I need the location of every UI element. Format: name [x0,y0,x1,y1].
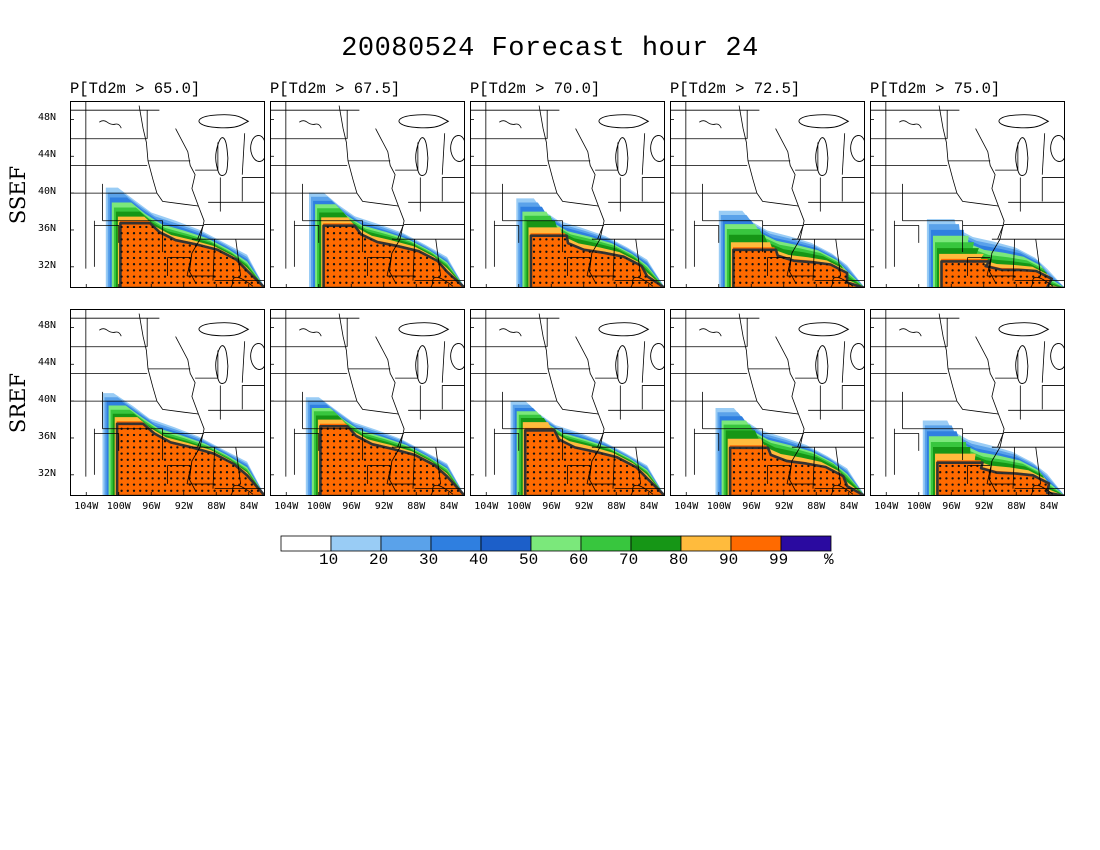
lon-label: 88W [607,501,626,512]
colorbar-swatch [630,535,682,552]
lon-label: 92W [574,501,593,512]
colorbar-swatch [330,535,382,552]
lat-label: 48N [38,320,57,332]
lon-label: 84W [439,501,458,512]
panel-title: P[Td2m > 65.0] [70,80,201,98]
lat-label: 36N [38,222,57,234]
lon-label: 84W [239,501,258,512]
lon-label: 92W [374,501,393,512]
figure-title: 20080524 Forecast hour 24 [341,34,759,64]
lon-label: 104W [474,501,499,512]
lon-label: 96W [142,501,161,512]
probability-map [470,309,668,501]
lat-label: 32N [38,259,57,271]
colorbar-label: 70 [619,551,639,569]
map-panel-sref-65.0 [70,309,268,501]
lon-label: 104W [274,501,299,512]
panel-title: P[Td2m > 67.5] [270,80,401,98]
probability-map [670,309,868,501]
lon-label: 84W [639,501,658,512]
lat-label: 44N [38,357,57,369]
lon-label: 88W [807,501,826,512]
map-panel-ssef-70.0 [470,101,668,293]
lon-label: 88W [207,501,226,512]
colorbar-swatch [380,535,432,552]
map-panel-sref-75.0 [870,309,1068,501]
colorbar-label: 60 [569,551,589,569]
colorbar-label: 80 [669,551,689,569]
lon-label: 84W [1039,501,1058,512]
colorbar-label: 99 [769,551,789,569]
panel-title: P[Td2m > 75.0] [870,80,1001,98]
lon-label: 92W [974,501,993,512]
colorbar-swatch [480,535,532,552]
lon-label: 100W [106,501,131,512]
lon-label: 100W [906,501,931,512]
map-panel-ssef-72.5 [670,101,868,293]
colorbar-swatch [680,535,732,552]
colorbar-swatch [580,535,632,552]
probability-map [270,309,468,501]
map-panel-ssef-65.0 [70,101,268,293]
map-panel-ssef-75.0 [870,101,1068,293]
colorbar-label: 10 [319,551,339,569]
lon-label: 96W [742,501,761,512]
panel-title: P[Td2m > 72.5] [670,80,801,98]
lon-label: 88W [1007,501,1026,512]
lon-label: 104W [74,501,99,512]
lat-label: 32N [38,467,57,479]
lat-label: 40N [38,186,57,198]
lat-label: 48N [38,112,57,124]
colorbar-swatch [780,535,832,552]
colorbar-label: 20 [369,551,389,569]
probability-map [670,101,868,293]
colorbar-label: 90 [719,551,739,569]
probability-map [70,309,268,501]
colorbar-label: % [824,551,834,569]
lon-label: 84W [839,501,858,512]
probability-map [470,101,668,293]
row-label-ssef: SSEF [6,165,30,225]
colorbar-swatch [530,535,582,552]
map-panel-sref-67.5 [270,309,468,501]
probability-map [870,309,1068,501]
lon-label: 96W [942,501,961,512]
map-panel-ssef-67.5 [270,101,468,293]
lon-label: 100W [306,501,331,512]
lon-label: 88W [407,501,426,512]
probability-map [70,101,268,293]
lon-label: 104W [674,501,699,512]
colorbar-label: 30 [419,551,439,569]
lon-label: 100W [706,501,731,512]
lon-label: 96W [342,501,361,512]
lon-label: 100W [506,501,531,512]
row-label-sref: SREF [6,372,30,434]
lon-label: 96W [542,501,561,512]
colorbar-label: 50 [519,551,539,569]
colorbar-swatch [430,535,482,552]
colorbar-swatch [730,535,782,552]
probability-map [270,101,468,293]
lat-label: 44N [38,149,57,161]
colorbar-label: 40 [469,551,489,569]
map-panel-sref-72.5 [670,309,868,501]
lat-label: 40N [38,394,57,406]
panel-title: P[Td2m > 70.0] [470,80,601,98]
map-panel-sref-70.0 [470,309,668,501]
lon-label: 92W [774,501,793,512]
lon-label: 92W [174,501,193,512]
probability-map [870,101,1068,293]
lon-label: 104W [874,501,899,512]
colorbar-swatch [280,535,332,552]
lat-label: 36N [38,430,57,442]
